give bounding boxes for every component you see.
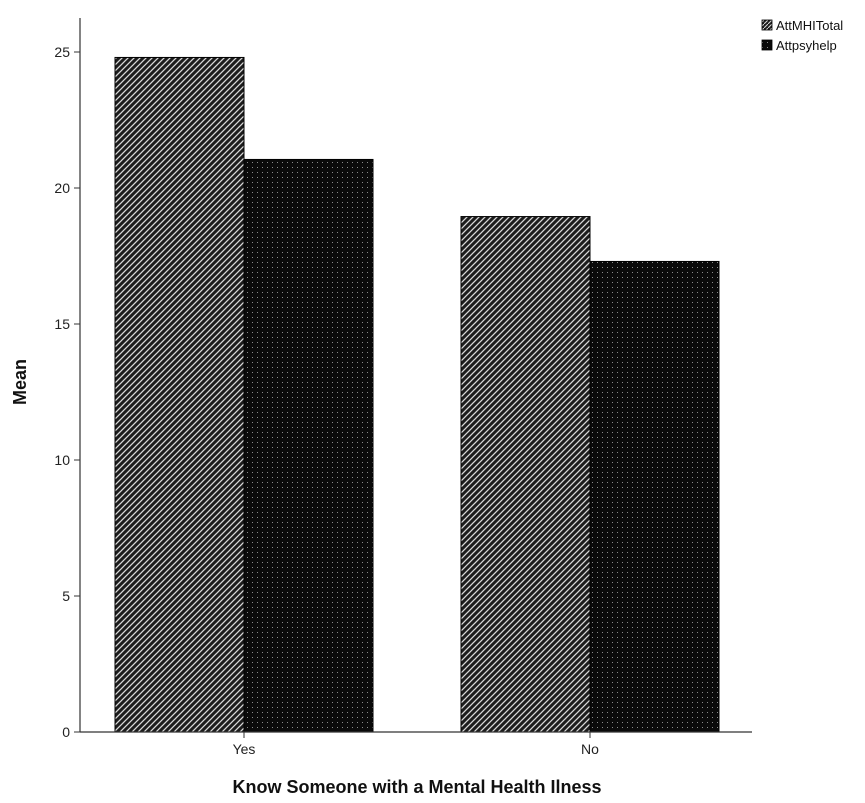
- y-tick-label: 25: [54, 44, 70, 60]
- x-axis-title: Know Someone with a Mental Health Ilness: [232, 777, 601, 797]
- x-tick-label-no: No: [581, 741, 599, 757]
- legend: AttMHITotal Attpsyhelp: [761, 18, 843, 53]
- y-tick-label: 15: [54, 316, 70, 332]
- y-tick-label: 20: [54, 180, 70, 196]
- legend-swatch-attmhitotal: [761, 19, 773, 31]
- legend-label-attmhitotal: AttMHITotal: [776, 18, 843, 33]
- bar-attpsyhelp-yes: [243, 158, 374, 733]
- y-axis-title: Mean: [10, 359, 30, 405]
- axes-layer: [79, 18, 752, 733]
- bar-attpsyhelp-no: [589, 260, 720, 733]
- x-tick-label-yes: Yes: [233, 741, 256, 757]
- y-tick-label: 5: [62, 588, 70, 604]
- bar-attmhitotal-yes: [114, 56, 245, 733]
- bars-layer: [114, 56, 720, 733]
- y-tick-label: 0: [62, 724, 70, 740]
- bar-attmhitotal-no: [460, 216, 591, 733]
- y-tick-label: 10: [54, 452, 70, 468]
- ticks-layer: 0 5 10 15 20 25 Yes No: [54, 44, 599, 757]
- legend-label-attpsyhelp: Attpsyhelp: [776, 38, 837, 53]
- legend-swatch-attpsyhelp: [761, 39, 773, 51]
